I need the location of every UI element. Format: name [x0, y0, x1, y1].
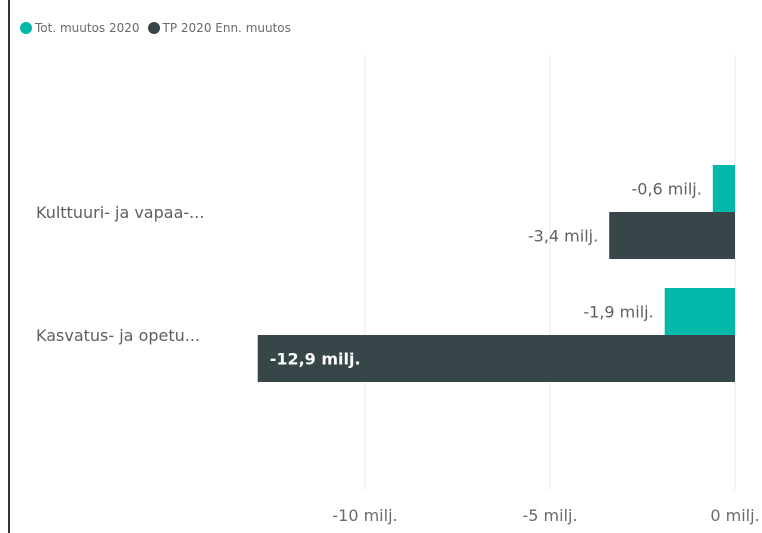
legend-item-series-1[interactable]: Tot. muutos 2020	[20, 21, 140, 35]
legend-marker-series-2	[147, 22, 160, 34]
visual-border	[8, 0, 10, 533]
legend-label-series-1: Tot. muutos 2020	[35, 21, 140, 35]
bar-tp-enn-muutos-1	[609, 212, 735, 259]
data-label-2-1: -3,4 milj.	[528, 227, 598, 246]
category-label-1: Kulttuuri- ja vapaa-...	[36, 203, 204, 222]
legend: Tot. muutos 2020 TP 2020 Enn. muutos	[20, 19, 299, 37]
x-tick-label-2: -5 milj.	[522, 506, 577, 525]
legend-item-series-2[interactable]: TP 2020 Enn. muutos	[147, 21, 291, 35]
bar-tot-muutos-1	[712, 165, 735, 212]
legend-label-series-2: TP 2020 Enn. muutos	[162, 21, 291, 35]
data-label-1-2: -1,9 milj.	[583, 303, 653, 322]
data-label-1-1: -0,6 milj.	[631, 180, 701, 199]
data-label-2-2: -12,9 milj.	[270, 350, 361, 369]
category-label-2: Kasvatus- ja opetu...	[36, 326, 200, 345]
legend-marker-series-1	[20, 22, 32, 34]
x-tick-label-1: -10 milj.	[332, 506, 397, 525]
bar-tot-muutos-2	[664, 288, 735, 335]
bar-tp-enn-muutos-2	[257, 335, 735, 382]
x-tick-label-3: 0 milj.	[710, 506, 759, 525]
